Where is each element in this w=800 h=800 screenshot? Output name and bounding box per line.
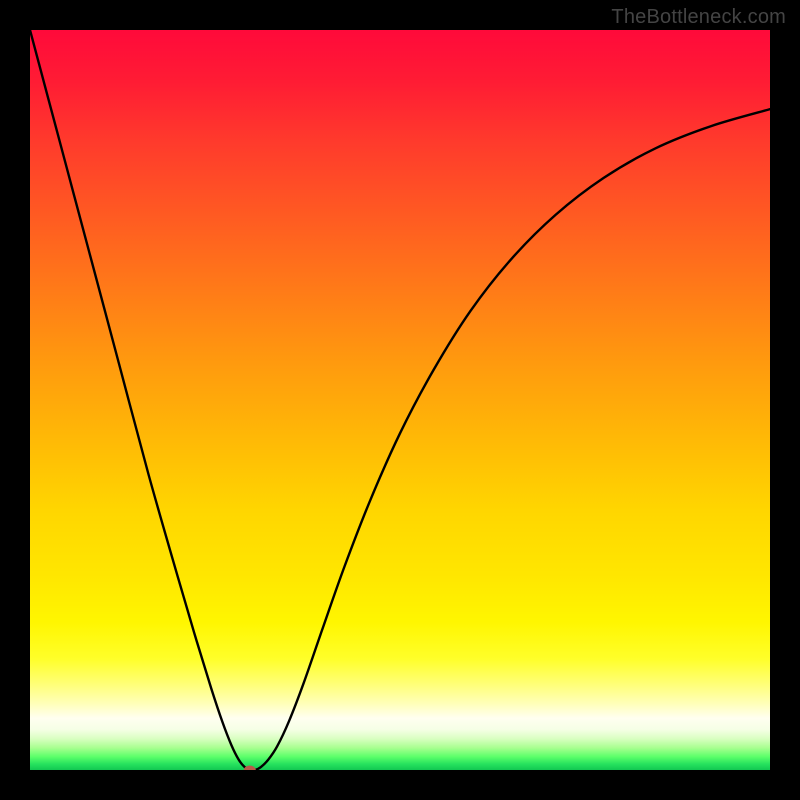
chart-plot-area <box>30 30 770 770</box>
bottleneck-curve-chart <box>30 30 770 770</box>
watermark-text: TheBottleneck.com <box>611 6 786 29</box>
gradient-background <box>30 30 770 770</box>
